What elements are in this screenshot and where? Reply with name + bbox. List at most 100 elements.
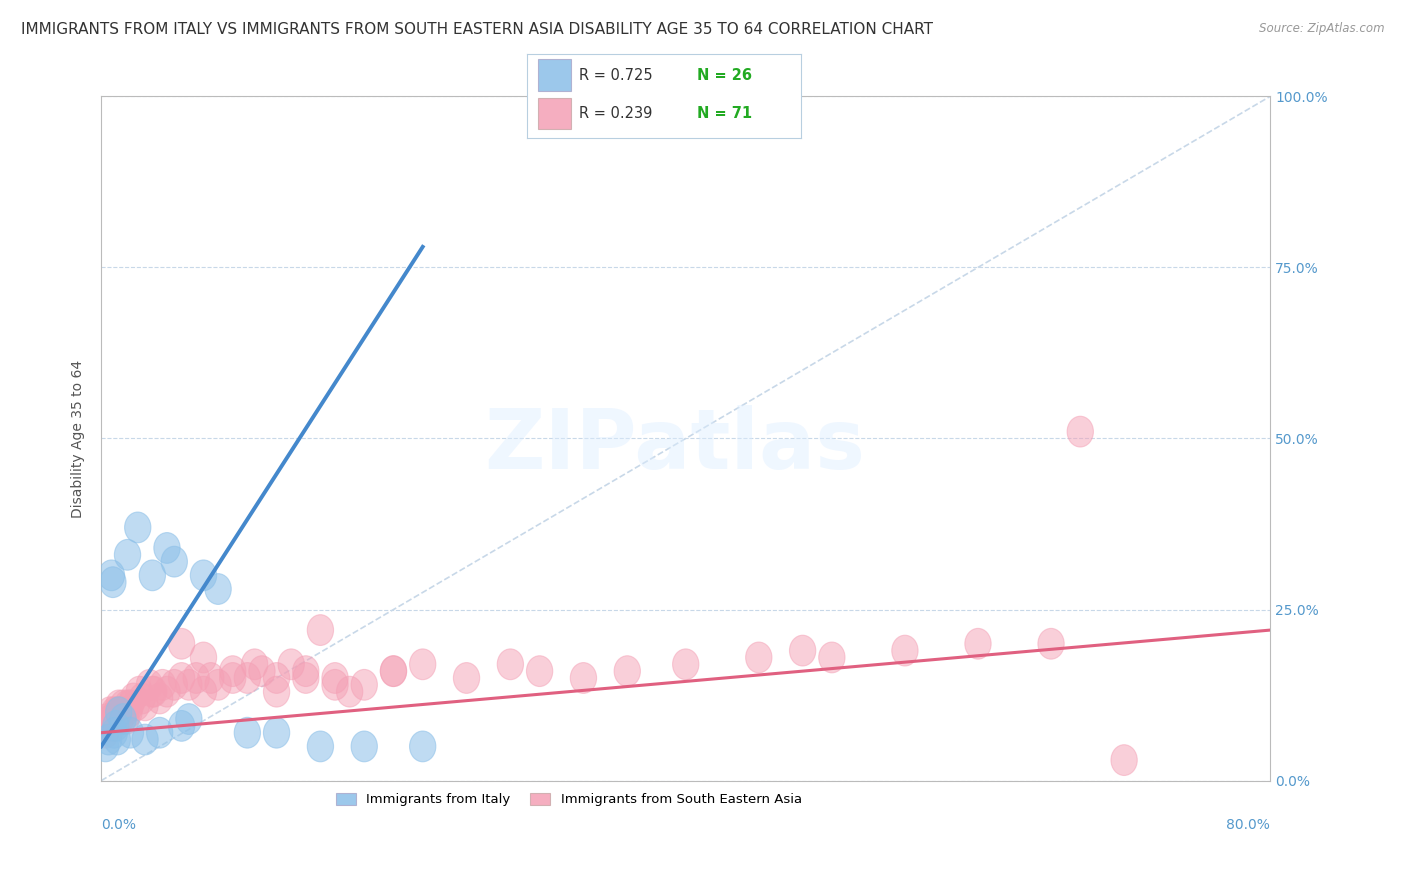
Ellipse shape — [292, 656, 319, 687]
Ellipse shape — [97, 697, 124, 728]
Ellipse shape — [965, 628, 991, 659]
Ellipse shape — [153, 533, 180, 564]
Ellipse shape — [114, 690, 141, 721]
Ellipse shape — [169, 628, 195, 659]
Ellipse shape — [1038, 628, 1064, 659]
Text: 80.0%: 80.0% — [1226, 818, 1270, 832]
Ellipse shape — [93, 731, 118, 762]
Ellipse shape — [308, 615, 333, 646]
Ellipse shape — [1111, 745, 1137, 775]
Ellipse shape — [146, 717, 173, 748]
Ellipse shape — [818, 642, 845, 673]
Y-axis label: Disability Age 35 to 64: Disability Age 35 to 64 — [72, 359, 86, 517]
Ellipse shape — [219, 663, 246, 693]
Legend: Immigrants from Italy, Immigrants from South Eastern Asia: Immigrants from Italy, Immigrants from S… — [330, 788, 807, 812]
Ellipse shape — [136, 669, 163, 700]
Ellipse shape — [96, 711, 122, 741]
Text: ZIPatlas: ZIPatlas — [485, 406, 865, 486]
Ellipse shape — [93, 717, 118, 748]
Ellipse shape — [124, 690, 149, 721]
Ellipse shape — [94, 704, 120, 734]
Ellipse shape — [198, 663, 224, 693]
Ellipse shape — [98, 560, 125, 591]
Ellipse shape — [98, 704, 125, 734]
Ellipse shape — [190, 676, 217, 707]
Ellipse shape — [190, 560, 217, 591]
Ellipse shape — [672, 648, 699, 680]
Ellipse shape — [146, 683, 173, 714]
Ellipse shape — [149, 669, 176, 700]
Ellipse shape — [107, 704, 134, 734]
Ellipse shape — [235, 663, 260, 693]
Ellipse shape — [235, 717, 260, 748]
Ellipse shape — [139, 560, 166, 591]
Ellipse shape — [108, 697, 135, 728]
Ellipse shape — [96, 724, 122, 755]
Ellipse shape — [162, 546, 187, 577]
Ellipse shape — [498, 648, 523, 680]
FancyBboxPatch shape — [538, 97, 571, 129]
Ellipse shape — [127, 676, 152, 707]
Ellipse shape — [891, 635, 918, 666]
Ellipse shape — [409, 648, 436, 680]
Ellipse shape — [322, 663, 349, 693]
Text: 0.0%: 0.0% — [101, 818, 136, 832]
Ellipse shape — [125, 512, 150, 543]
Ellipse shape — [571, 663, 596, 693]
Ellipse shape — [380, 656, 406, 687]
Ellipse shape — [336, 676, 363, 707]
Text: N = 26: N = 26 — [697, 68, 752, 83]
Ellipse shape — [263, 676, 290, 707]
Ellipse shape — [219, 656, 246, 687]
Ellipse shape — [132, 724, 159, 755]
Ellipse shape — [153, 676, 180, 707]
Ellipse shape — [292, 663, 319, 693]
Ellipse shape — [117, 690, 143, 721]
Ellipse shape — [104, 724, 131, 755]
Ellipse shape — [1067, 417, 1094, 447]
Ellipse shape — [132, 690, 159, 721]
Ellipse shape — [100, 566, 127, 598]
Ellipse shape — [112, 704, 139, 734]
Ellipse shape — [139, 676, 166, 707]
Ellipse shape — [205, 574, 231, 605]
Ellipse shape — [205, 669, 231, 700]
Text: R = 0.725: R = 0.725 — [579, 68, 652, 83]
Ellipse shape — [278, 648, 304, 680]
Ellipse shape — [190, 642, 217, 673]
Ellipse shape — [242, 648, 267, 680]
Ellipse shape — [183, 663, 209, 693]
Ellipse shape — [104, 697, 131, 728]
Ellipse shape — [110, 704, 136, 734]
Ellipse shape — [103, 704, 129, 734]
Text: Source: ZipAtlas.com: Source: ZipAtlas.com — [1260, 22, 1385, 36]
Ellipse shape — [409, 731, 436, 762]
Ellipse shape — [120, 683, 146, 714]
Ellipse shape — [101, 697, 128, 728]
Ellipse shape — [110, 690, 136, 721]
Ellipse shape — [352, 669, 377, 700]
Ellipse shape — [105, 697, 132, 728]
Ellipse shape — [526, 656, 553, 687]
Ellipse shape — [169, 663, 195, 693]
Text: R = 0.239: R = 0.239 — [579, 106, 652, 120]
Ellipse shape — [115, 697, 142, 728]
Ellipse shape — [745, 642, 772, 673]
Ellipse shape — [249, 656, 276, 687]
Text: IMMIGRANTS FROM ITALY VS IMMIGRANTS FROM SOUTH EASTERN ASIA DISABILITY AGE 35 TO: IMMIGRANTS FROM ITALY VS IMMIGRANTS FROM… — [21, 22, 934, 37]
Ellipse shape — [117, 717, 143, 748]
Ellipse shape — [263, 663, 290, 693]
Ellipse shape — [111, 697, 138, 728]
Ellipse shape — [114, 540, 141, 570]
Ellipse shape — [176, 669, 202, 700]
Ellipse shape — [103, 711, 129, 741]
Ellipse shape — [614, 656, 640, 687]
Ellipse shape — [352, 731, 377, 762]
Ellipse shape — [91, 711, 117, 741]
Ellipse shape — [129, 683, 155, 714]
Ellipse shape — [169, 711, 195, 741]
Ellipse shape — [100, 711, 127, 741]
Ellipse shape — [263, 717, 290, 748]
Ellipse shape — [162, 669, 187, 700]
Ellipse shape — [105, 690, 132, 721]
